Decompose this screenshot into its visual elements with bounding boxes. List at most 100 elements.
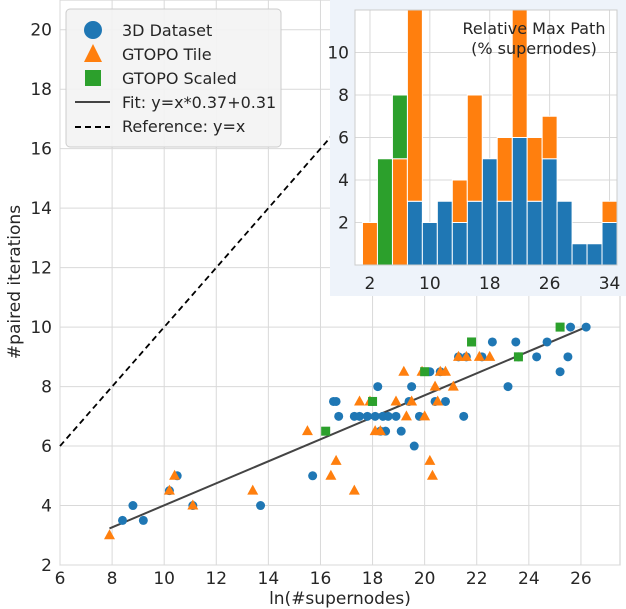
3d-dataset-point xyxy=(566,322,576,332)
legend-gtopo-tile-marker xyxy=(84,44,102,62)
bar-gtopo-tile xyxy=(451,179,468,223)
gtopo-tile-point xyxy=(247,484,259,495)
3d-dataset-point xyxy=(503,382,513,392)
bar-3d-dataset xyxy=(451,222,468,266)
3d-dataset-point xyxy=(542,337,552,347)
gtopo-tile-point xyxy=(406,395,418,406)
legend-fit-label: Fit: y=x*0.37+0.31 xyxy=(122,93,276,112)
bar-gtopo-tile xyxy=(526,137,543,202)
gtopo-tile-point xyxy=(484,350,496,361)
gtopo-tile-point xyxy=(330,454,342,465)
gtopo-tile-point xyxy=(374,425,386,436)
bar-3d-dataset xyxy=(586,243,603,266)
y-tick-label: 6 xyxy=(41,437,52,457)
3d-dataset-point xyxy=(383,411,393,421)
inset-y-tick-label: 6 xyxy=(338,129,349,149)
x-tick-label: 10 xyxy=(153,569,175,589)
inset-histogram: 2 10 18 26 34 2 4 6 8 10 Relative Max Path (% sup… xyxy=(327,0,626,296)
y-tick-label: 20 xyxy=(30,21,52,41)
bar-3d-dataset xyxy=(601,222,618,266)
legend-3d-dataset-label: 3D Dataset xyxy=(122,21,212,40)
inset-y-tick-label: 10 xyxy=(327,44,349,64)
main-x-tick-labels: 6 8 10 12 14 16 18 20 22 24 26 xyxy=(55,569,592,589)
bar-3d-dataset xyxy=(526,200,543,266)
3d-dataset-point xyxy=(138,515,148,525)
gtopo-tile-point xyxy=(169,469,181,480)
3d-dataset-point xyxy=(396,426,406,436)
fit-line xyxy=(109,326,587,530)
bar-3d-dataset xyxy=(466,200,483,266)
3d-dataset-point xyxy=(256,501,266,511)
gtopo-tile-point xyxy=(426,469,438,480)
y-tick-label: 4 xyxy=(41,497,52,517)
3d-dataset-point xyxy=(532,352,542,362)
bar-gtopo-tile xyxy=(496,137,513,202)
gtopo-scaled-point xyxy=(555,322,565,332)
x-tick-label: 20 xyxy=(414,569,436,589)
inset-x-tick-label: 34 xyxy=(599,274,621,294)
gtopo-tile-point xyxy=(325,469,337,480)
bar-gtopo-tile xyxy=(361,222,378,266)
bar-3d-dataset xyxy=(541,158,558,266)
3d-dataset-point xyxy=(128,501,138,511)
y-tick-label: 16 xyxy=(30,140,52,160)
y-tick-label: 8 xyxy=(41,378,52,398)
main-y-tick-labels: 2 4 6 8 10 12 14 16 18 20 xyxy=(30,21,52,576)
legend-gtopo-tile-label: GTOPO Tile xyxy=(122,45,212,64)
3d-dataset-point xyxy=(362,411,372,421)
3d-dataset-point xyxy=(355,411,365,421)
y-tick-label: 2 xyxy=(41,556,52,576)
inset-plot-frame xyxy=(354,9,618,266)
3d-dataset-point xyxy=(409,441,419,451)
inset-y-tick-label: 4 xyxy=(338,171,349,191)
y-tick-label: 10 xyxy=(30,318,52,338)
gtopo-tile-point xyxy=(473,350,485,361)
3d-dataset-point xyxy=(331,396,341,406)
x-tick-label: 18 xyxy=(362,569,384,589)
gtopo-tile-point xyxy=(398,365,410,376)
bar-gtopo-tile xyxy=(601,200,618,223)
3d-dataset-point xyxy=(118,515,128,525)
bar-gtopo-tile xyxy=(391,158,408,266)
inset-x-tick-label: 2 xyxy=(365,274,376,294)
gtopo-tile-point xyxy=(354,395,366,406)
3d-dataset-point xyxy=(373,382,383,392)
bar-gtopo-tile xyxy=(466,94,483,202)
legend-3d-dataset-marker xyxy=(84,21,102,39)
x-tick-label: 16 xyxy=(310,569,332,589)
bar-3d-dataset xyxy=(511,137,528,266)
3d-dataset-point xyxy=(407,382,417,392)
3d-dataset-point xyxy=(581,322,591,332)
inset-title: Relative Max Path (% supernodes) xyxy=(463,19,606,58)
bar-3d-dataset xyxy=(496,200,513,266)
gtopo-tile-point xyxy=(103,529,115,540)
legend-gtopo-scaled-marker xyxy=(85,70,101,86)
gtopo-tile-point xyxy=(439,365,451,376)
bar-gtopo-tile xyxy=(541,115,558,160)
bar-3d-dataset xyxy=(571,243,588,266)
gtopo-tile-point xyxy=(187,499,199,510)
gtopo-tile-point xyxy=(424,454,436,465)
x-tick-label: 22 xyxy=(466,569,488,589)
x-tick-label: 6 xyxy=(55,569,66,589)
3d-dataset-point xyxy=(555,367,565,377)
x-tick-label: 26 xyxy=(570,569,592,589)
x-tick-label: 8 xyxy=(107,569,118,589)
gtopo-scaled-point xyxy=(513,352,523,362)
gtopo-tile-point xyxy=(390,395,402,406)
inset-y-tick-label: 2 xyxy=(338,214,349,234)
bar-3d-dataset xyxy=(556,200,573,266)
x-tick-label: 14 xyxy=(258,569,280,589)
gtopo-tile-point xyxy=(460,350,472,361)
inset-y-tick-labels: 2 4 6 8 10 xyxy=(327,44,349,234)
y-axis-label: #paired iterations xyxy=(5,205,25,359)
legend: 3D Dataset GTOPO Tile GTOPO Scaled Fit: … xyxy=(65,8,282,148)
bar-gtopo-scaled xyxy=(376,158,393,266)
x-tick-label: 12 xyxy=(205,569,227,589)
inset-x-tick-label: 18 xyxy=(479,274,501,294)
gtopo-tile-point xyxy=(432,395,444,406)
gtopo-tile-point xyxy=(447,380,459,391)
bar-gtopo-scaled xyxy=(391,94,408,160)
gtopo-tile-point xyxy=(301,425,313,436)
gtopo-tile-point xyxy=(400,410,412,421)
